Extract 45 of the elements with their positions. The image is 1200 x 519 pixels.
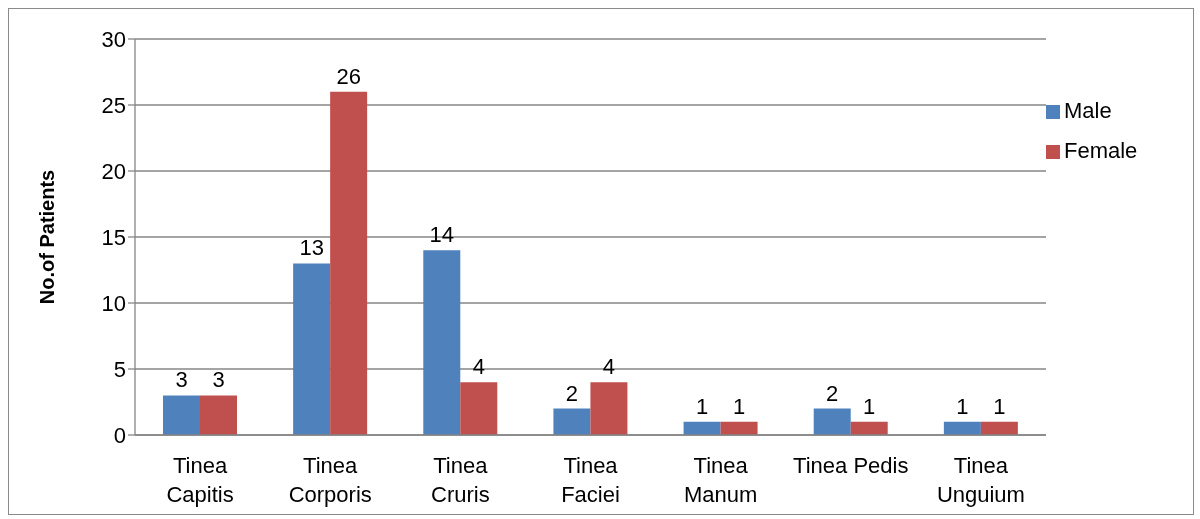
y-axis-title: No.of Patients — [36, 169, 58, 305]
bar — [423, 250, 461, 435]
bar — [980, 421, 1018, 435]
data-label: 3 — [212, 367, 225, 393]
data-label: 13 — [299, 235, 324, 261]
data-label: 26 — [336, 63, 361, 89]
data-label: 1 — [695, 393, 709, 419]
data-label: 1 — [732, 393, 746, 419]
data-label: 1 — [863, 393, 876, 419]
bar — [293, 263, 331, 435]
x-tick-label: Tinea Cruris — [431, 452, 490, 507]
data-label: 4 — [472, 354, 485, 380]
x-tick-label: Tinea Manum — [683, 452, 758, 507]
bar — [460, 382, 498, 435]
legend-label: Female — [1064, 138, 1138, 163]
data-label: 4 — [602, 354, 616, 380]
bar — [163, 395, 200, 435]
y-tick-label: 0 — [113, 422, 126, 448]
bar — [720, 421, 758, 435]
bar — [330, 91, 368, 435]
data-label: 2 — [826, 380, 839, 406]
y-tick-label: 5 — [113, 356, 126, 382]
y-tick-label: 15 — [101, 224, 126, 250]
data-label: 3 — [175, 367, 188, 393]
bar — [850, 421, 888, 435]
y-tick-label: 25 — [101, 92, 126, 118]
legend-label: Male — [1064, 98, 1112, 123]
data-label: 14 — [429, 222, 455, 248]
x-tick-label: Tinea Faciei — [561, 452, 620, 507]
bar — [200, 395, 237, 435]
x-tick-label: Tinea Corporis — [288, 452, 372, 507]
data-label: 1 — [993, 393, 1006, 419]
data-label: 1 — [956, 393, 969, 419]
bar — [683, 421, 721, 435]
x-tick-label: Tinea Unguium — [936, 452, 1025, 507]
y-tick-label: 20 — [101, 158, 126, 184]
x-tick-label: Tinea Pedis — [793, 452, 909, 478]
bar — [553, 408, 591, 435]
bar — [813, 408, 851, 435]
bar — [943, 421, 981, 435]
bar — [590, 382, 628, 435]
data-label: 2 — [565, 380, 579, 406]
x-tick-label: Tinea Capitis — [166, 452, 234, 507]
y-tick-label: 30 — [101, 26, 126, 52]
y-tick-label: 10 — [101, 290, 126, 316]
